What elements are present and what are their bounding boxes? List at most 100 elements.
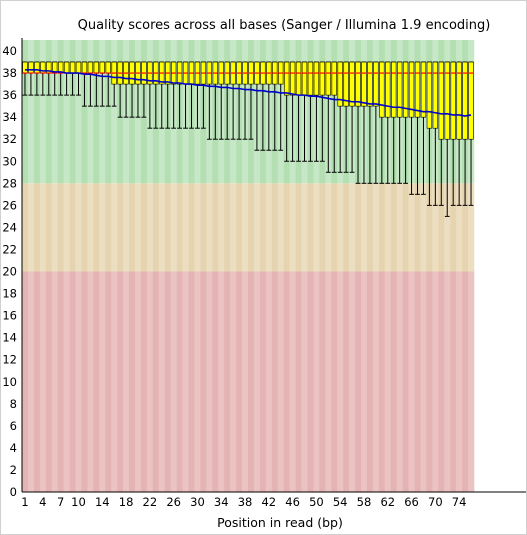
band-2-stripe (230, 271, 237, 492)
y-tick-label: 8 (10, 397, 17, 411)
y-tick-label: 36 (2, 88, 17, 102)
x-axis-label: Position in read (bp) (217, 515, 343, 530)
band-1-stripe (444, 183, 451, 272)
x-tick-label: 4 (39, 495, 46, 509)
band-1-stripe (57, 183, 64, 272)
band-0-stripe (22, 40, 29, 184)
band-2-stripe (355, 271, 362, 492)
band-2-stripe (420, 271, 427, 492)
band-1-stripe (402, 183, 409, 272)
band-2-stripe (253, 271, 261, 492)
quartile-box (34, 61, 40, 74)
x-tick-label: 50 (309, 495, 324, 509)
band-1-stripe (390, 183, 397, 272)
y-tick-label: 30 (2, 154, 17, 168)
quartile-box (295, 61, 302, 96)
quartile-box (337, 61, 343, 107)
band-1-stripe (265, 183, 273, 272)
quartile-box (450, 61, 456, 140)
band-2-stripe (129, 271, 136, 492)
band-0-stripe (93, 40, 100, 184)
band-1-stripe (253, 183, 261, 272)
band-2-stripe (135, 271, 142, 492)
quartile-box (385, 61, 391, 118)
band-1-stripe (230, 183, 237, 272)
band-2-stripe (271, 271, 279, 492)
band-2-stripe (408, 271, 415, 492)
band-1-stripe (438, 183, 445, 272)
x-tick-label: 66 (404, 495, 419, 509)
band-1-stripe (343, 183, 350, 272)
band-1-stripe (39, 183, 47, 272)
quartile-box (69, 61, 76, 74)
band-2-stripe (384, 271, 392, 492)
band-1-stripe (248, 183, 255, 272)
band-2-stripe (164, 271, 171, 492)
band-1-stripe (200, 183, 207, 272)
band-2-stripe (295, 271, 302, 492)
band-2-stripe (301, 271, 308, 492)
quartile-box (81, 61, 88, 74)
band-1-stripe (164, 183, 171, 272)
band-1-stripe (135, 183, 142, 272)
quartile-box (99, 61, 105, 74)
quartile-box (63, 61, 70, 74)
quartile-box (391, 61, 397, 118)
band-2-stripe (117, 271, 124, 492)
x-tick-label: 7 (57, 495, 64, 509)
band-2-stripe (63, 271, 70, 492)
band-1-stripe (105, 183, 112, 272)
band-2-stripe (248, 271, 255, 492)
band-1-stripe (468, 183, 475, 272)
band-2-stripe (414, 271, 421, 492)
band-1-stripe (194, 183, 201, 272)
band-1-stripe (69, 183, 76, 272)
band-0-stripe (87, 40, 94, 184)
band-0-stripe (69, 40, 76, 184)
quartile-box (420, 61, 427, 118)
band-2-stripe (27, 271, 35, 492)
band-1-stripe (378, 183, 386, 272)
band-1-stripe (51, 183, 58, 272)
y-tick-label: 18 (2, 287, 17, 301)
band-2-stripe (372, 271, 380, 492)
band-1-stripe (355, 183, 362, 272)
band-2-stripe (22, 271, 29, 492)
band-2-stripe (396, 271, 403, 492)
chart-title: Quality scores across all bases (Sanger … (78, 18, 491, 33)
band-1-stripe (152, 183, 160, 272)
band-1-stripe (236, 183, 243, 272)
quartile-box (426, 61, 433, 129)
y-tick-label: 32 (2, 132, 17, 146)
band-1-stripe (176, 183, 183, 272)
band-1-stripe (271, 183, 279, 272)
band-2-stripe (45, 271, 53, 492)
band-1-stripe (22, 183, 29, 272)
band-1-stripe (349, 183, 356, 272)
band-1-stripe (45, 183, 53, 272)
band-2-stripe (366, 271, 374, 492)
band-1-stripe (158, 183, 166, 272)
quartile-box (289, 61, 296, 96)
y-tick-label: 22 (2, 242, 17, 256)
band-2-stripe (81, 271, 88, 492)
quartile-box (396, 61, 403, 118)
quartile-box (379, 61, 385, 118)
x-tick-label: 70 (428, 495, 443, 509)
band-1-stripe (331, 183, 338, 272)
x-tick-label: 38 (238, 495, 253, 509)
quartile-box (414, 61, 421, 118)
y-tick-label: 4 (10, 441, 17, 455)
band-2-stripe (194, 271, 201, 492)
band-1-stripe (81, 183, 88, 272)
band-1-stripe (224, 183, 231, 272)
band-1-stripe (361, 183, 368, 272)
band-1-stripe (313, 183, 320, 272)
quartile-box (307, 61, 314, 96)
quartile-box (283, 61, 290, 96)
band-1-stripe (27, 183, 35, 272)
band-1-stripe (182, 183, 189, 272)
band-1-stripe (432, 183, 439, 272)
quartile-box (432, 61, 439, 129)
band-2-stripe (218, 271, 225, 492)
